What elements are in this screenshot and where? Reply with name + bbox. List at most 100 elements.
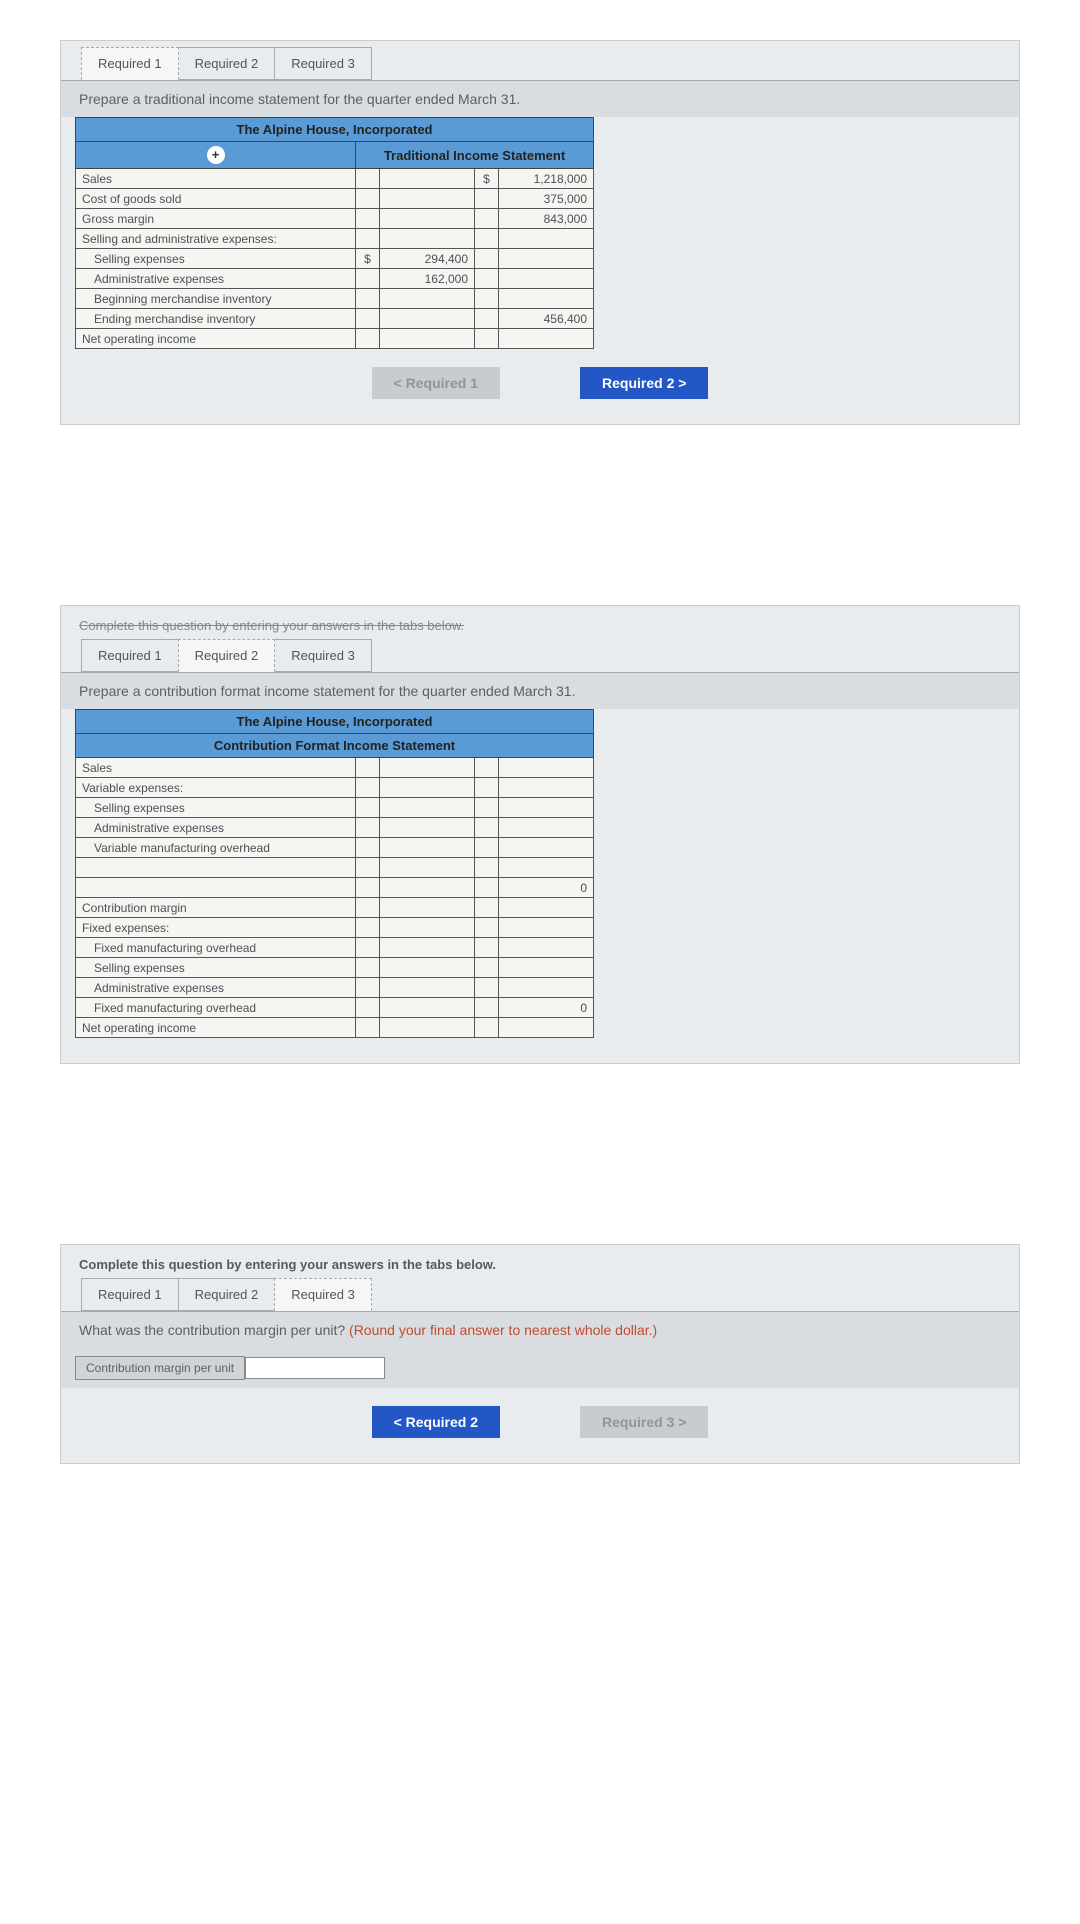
table-header-company: The Alpine House, Incorporated bbox=[76, 118, 594, 142]
next-button[interactable]: Required 3 > bbox=[580, 1406, 708, 1438]
value-cell[interactable] bbox=[380, 998, 475, 1018]
value-cell[interactable]: 1,218,000 bbox=[499, 169, 594, 189]
table-row: Fixed manufacturing overhead 0 bbox=[76, 998, 594, 1018]
value-cell[interactable] bbox=[499, 898, 594, 918]
value-cell[interactable] bbox=[499, 918, 594, 938]
value-cell[interactable] bbox=[380, 209, 475, 229]
tab-required-2[interactable]: Required 2 bbox=[178, 47, 276, 80]
next-button[interactable]: Required 2 > bbox=[580, 367, 708, 399]
prev-button[interactable]: < Required 2 bbox=[372, 1406, 500, 1438]
value-cell[interactable] bbox=[380, 309, 475, 329]
row-label[interactable]: Contribution margin bbox=[76, 898, 356, 918]
row-label[interactable]: Fixed manufacturing overhead bbox=[76, 938, 356, 958]
row-label[interactable]: Administrative expenses bbox=[76, 818, 356, 838]
row-label[interactable]: Sales bbox=[76, 758, 356, 778]
value-cell[interactable]: 294,400 bbox=[380, 249, 475, 269]
value-cell[interactable] bbox=[380, 898, 475, 918]
value-cell[interactable] bbox=[380, 758, 475, 778]
value-cell[interactable] bbox=[499, 329, 594, 349]
table-row: Sales$1,218,000 bbox=[76, 169, 594, 189]
value-cell[interactable] bbox=[380, 838, 475, 858]
row-label[interactable]: Net operating income bbox=[76, 1018, 356, 1038]
row-label[interactable]: Variable manufacturing overhead bbox=[76, 838, 356, 858]
row-label[interactable]: Administrative expenses bbox=[76, 978, 356, 998]
value-cell[interactable] bbox=[499, 229, 594, 249]
prev-button[interactable]: < Required 1 bbox=[372, 367, 500, 399]
tab-required-1[interactable]: Required 1 bbox=[81, 47, 179, 80]
row-label[interactable]: Selling expenses bbox=[76, 958, 356, 978]
value-cell[interactable] bbox=[380, 878, 475, 898]
dollar-cell bbox=[356, 878, 380, 898]
row-label[interactable]: Sales bbox=[76, 169, 356, 189]
value-cell[interactable] bbox=[380, 329, 475, 349]
value-cell[interactable]: 162,000 bbox=[380, 269, 475, 289]
value-cell[interactable] bbox=[380, 978, 475, 998]
value-cell[interactable] bbox=[499, 938, 594, 958]
dollar-cell bbox=[475, 249, 499, 269]
row-label[interactable]: Net operating income bbox=[76, 329, 356, 349]
value-cell[interactable] bbox=[499, 818, 594, 838]
table-row: Selling expenses$294,400 bbox=[76, 249, 594, 269]
row-label[interactable]: Fixed manufacturing overhead bbox=[76, 998, 356, 1018]
value-cell[interactable]: 843,000 bbox=[499, 209, 594, 229]
value-cell[interactable]: 456,400 bbox=[499, 309, 594, 329]
tab-required-1[interactable]: Required 1 bbox=[81, 1278, 179, 1311]
value-cell[interactable] bbox=[380, 938, 475, 958]
row-label[interactable]: Administrative expenses bbox=[76, 269, 356, 289]
value-cell[interactable] bbox=[380, 778, 475, 798]
row-label[interactable]: Selling expenses bbox=[76, 249, 356, 269]
row-label[interactable]: Ending merchandise inventory bbox=[76, 309, 356, 329]
value-cell[interactable] bbox=[380, 289, 475, 309]
question-1-card: Required 1 Required 2 Required 3 Prepare… bbox=[60, 40, 1020, 425]
value-cell[interactable] bbox=[499, 978, 594, 998]
instruction-q3: What was the contribution margin per uni… bbox=[61, 1311, 1019, 1348]
value-cell[interactable] bbox=[499, 838, 594, 858]
tab-required-3[interactable]: Required 3 bbox=[274, 639, 372, 672]
row-label[interactable]: Selling and administrative expenses: bbox=[76, 229, 356, 249]
row-label[interactable] bbox=[76, 878, 356, 898]
tab-required-1[interactable]: Required 1 bbox=[81, 639, 179, 672]
nav-row-q3: < Required 2 Required 3 > bbox=[61, 1388, 1019, 1438]
value-cell[interactable] bbox=[499, 1018, 594, 1038]
tab-required-3[interactable]: Required 3 bbox=[274, 1278, 372, 1311]
dollar-cell bbox=[356, 309, 380, 329]
contribution-margin-input[interactable] bbox=[245, 1357, 385, 1379]
dollar-cell bbox=[475, 798, 499, 818]
value-cell[interactable] bbox=[380, 189, 475, 209]
value-cell[interactable] bbox=[380, 818, 475, 838]
row-label[interactable]: Beginning merchandise inventory bbox=[76, 289, 356, 309]
value-cell[interactable] bbox=[499, 289, 594, 309]
value-cell[interactable] bbox=[380, 1018, 475, 1038]
value-cell[interactable] bbox=[380, 858, 475, 878]
value-cell[interactable] bbox=[499, 758, 594, 778]
value-cell[interactable] bbox=[380, 918, 475, 938]
value-cell[interactable]: 0 bbox=[499, 998, 594, 1018]
value-cell[interactable] bbox=[499, 958, 594, 978]
instruction-hint: (Round your final answer to nearest whol… bbox=[349, 1322, 657, 1338]
value-cell[interactable] bbox=[499, 858, 594, 878]
dollar-cell bbox=[356, 289, 380, 309]
value-cell[interactable] bbox=[499, 798, 594, 818]
dollar-cell bbox=[356, 169, 380, 189]
row-label[interactable]: Fixed expenses: bbox=[76, 918, 356, 938]
value-cell[interactable] bbox=[380, 229, 475, 249]
value-cell[interactable] bbox=[499, 269, 594, 289]
value-cell[interactable]: 375,000 bbox=[499, 189, 594, 209]
row-label[interactable] bbox=[76, 858, 356, 878]
value-cell[interactable]: 0 bbox=[499, 878, 594, 898]
tab-required-2[interactable]: Required 2 bbox=[178, 639, 276, 672]
value-cell[interactable] bbox=[499, 778, 594, 798]
value-cell[interactable] bbox=[380, 958, 475, 978]
value-cell[interactable] bbox=[380, 169, 475, 189]
tab-required-2[interactable]: Required 2 bbox=[178, 1278, 276, 1311]
table-row: Gross margin 843,000 bbox=[76, 209, 594, 229]
tab-required-3[interactable]: Required 3 bbox=[274, 47, 372, 80]
row-label[interactable]: Variable expenses: bbox=[76, 778, 356, 798]
value-cell[interactable] bbox=[380, 798, 475, 818]
value-cell[interactable] bbox=[499, 249, 594, 269]
row-label[interactable]: Selling expenses bbox=[76, 798, 356, 818]
row-label[interactable]: Cost of goods sold bbox=[76, 189, 356, 209]
row-label[interactable]: Gross margin bbox=[76, 209, 356, 229]
dollar-cell bbox=[475, 269, 499, 289]
expand-cell[interactable]: + bbox=[76, 142, 356, 169]
